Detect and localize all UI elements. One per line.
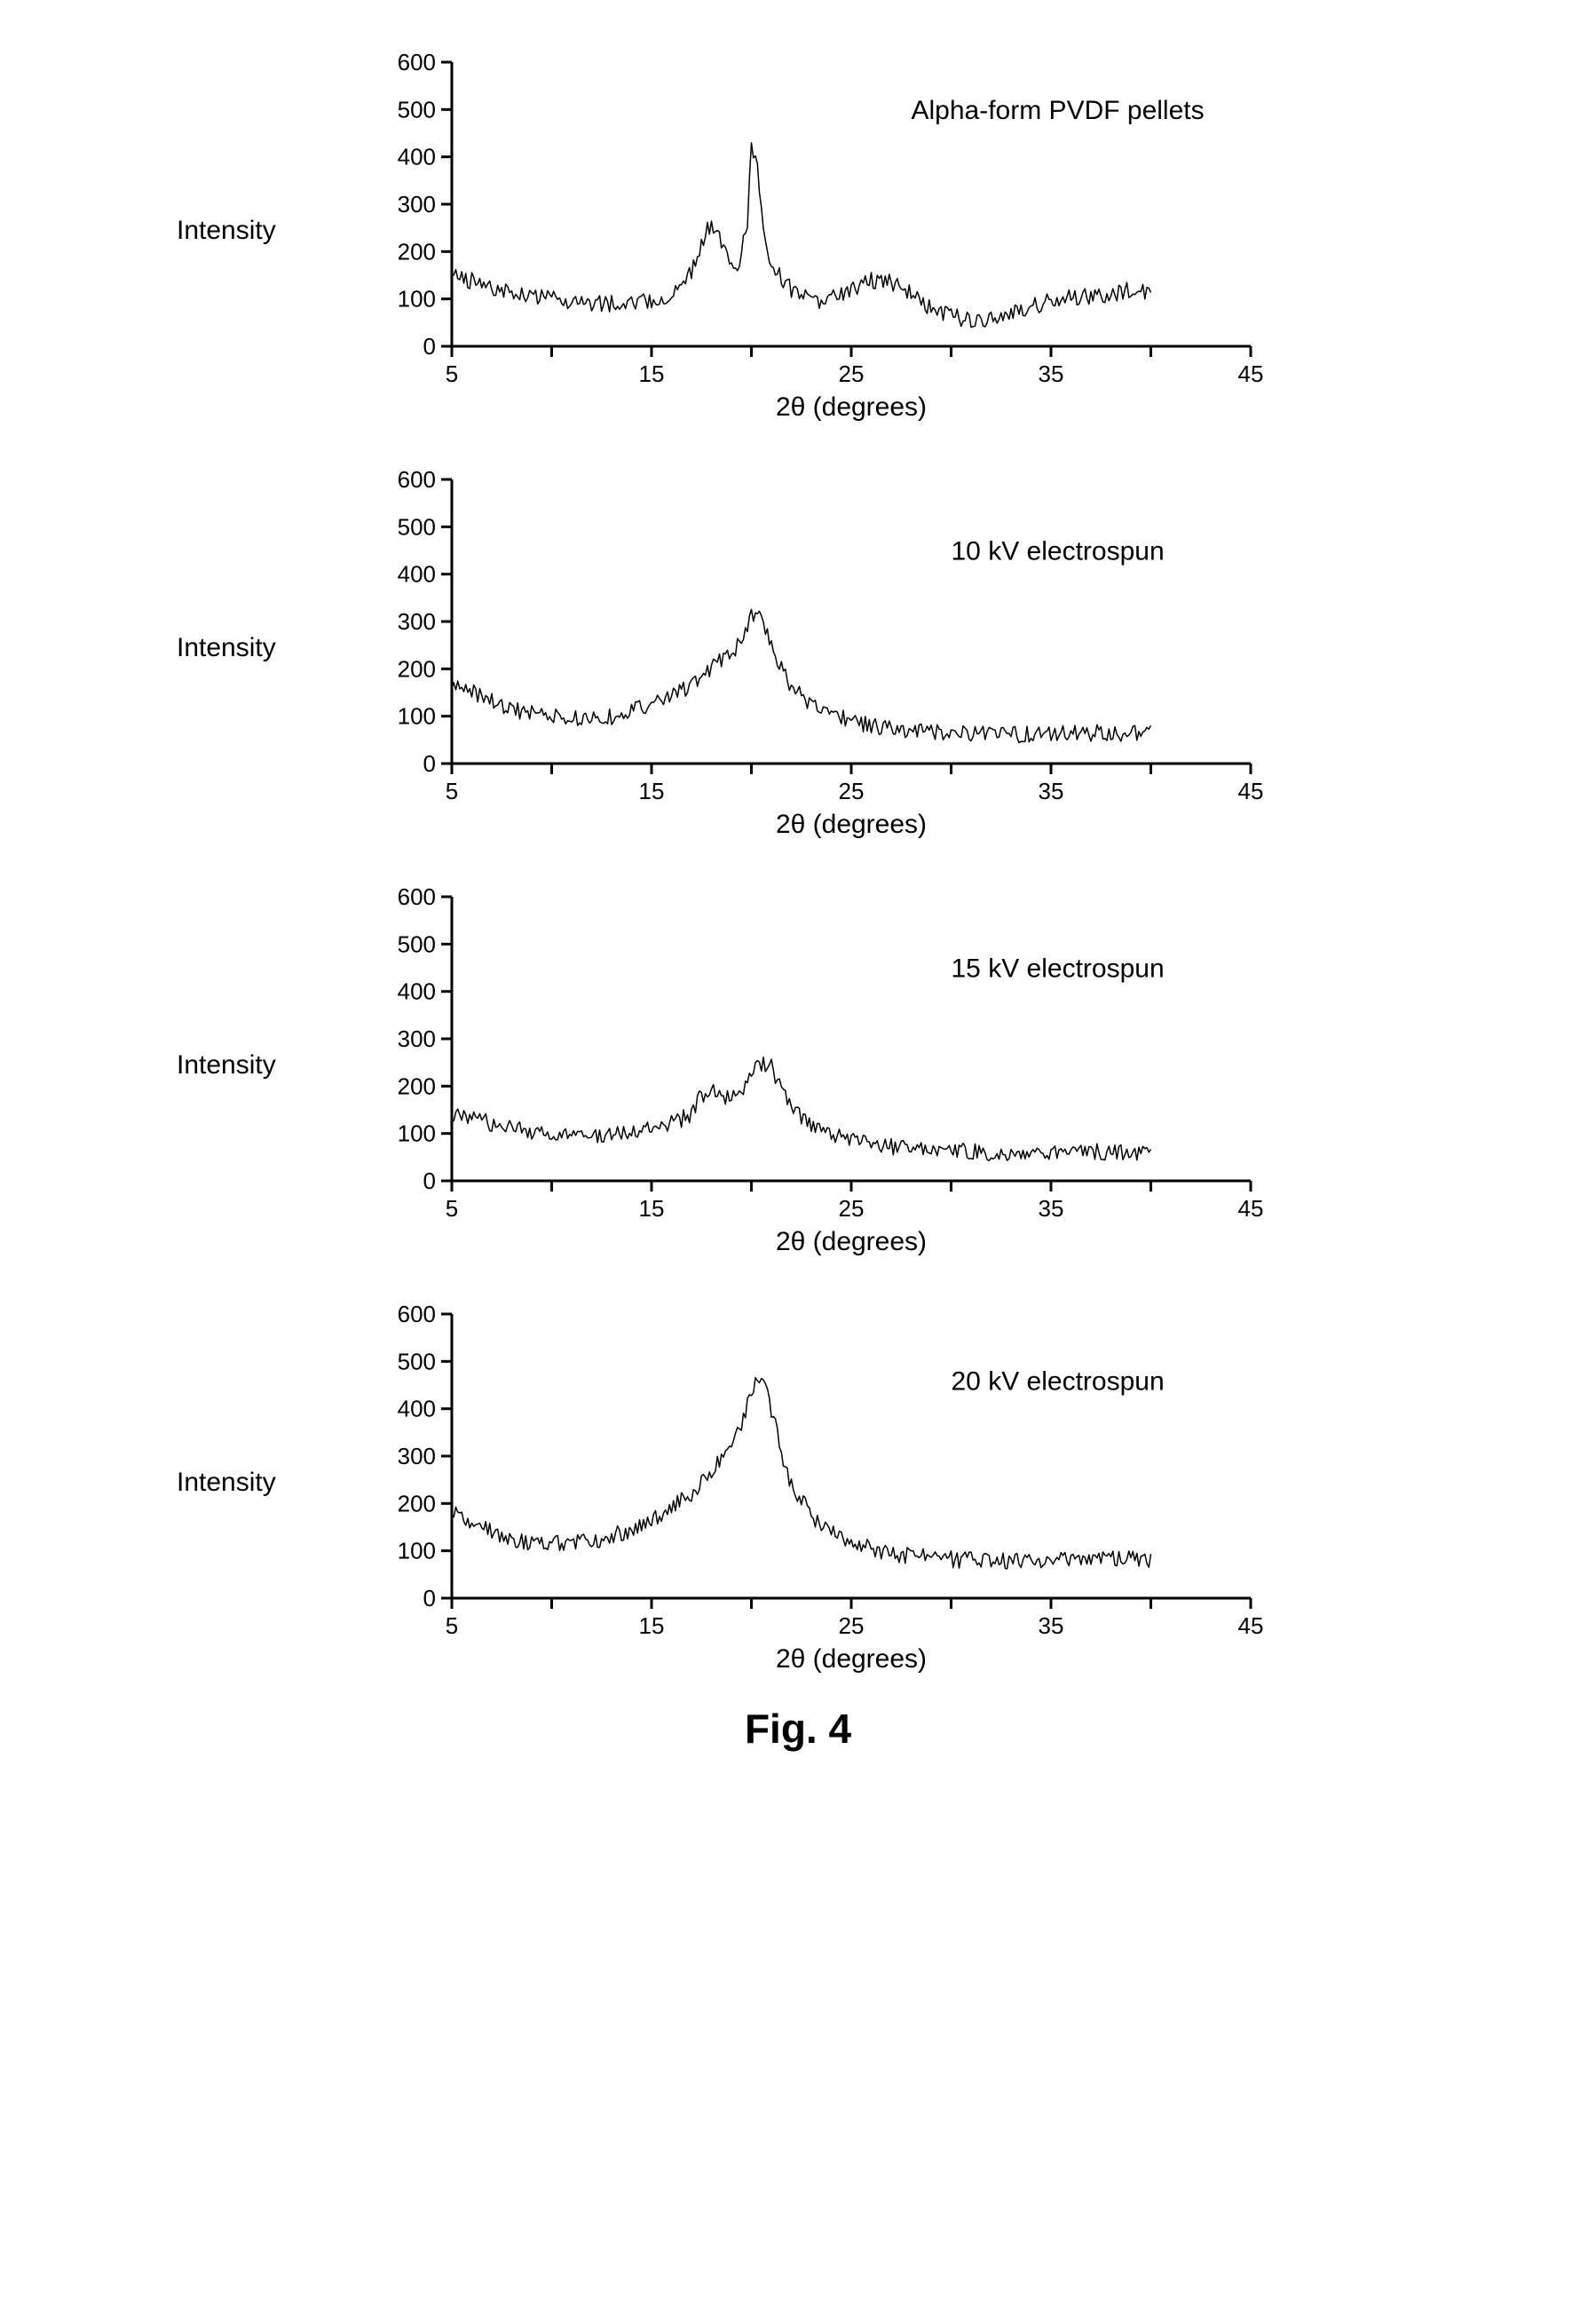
panel-annotation: 20 kV electrospun (952, 1366, 1165, 1396)
panel-row: Intensity 0 100 200 300 400 500 600 5 15 25 35 45 2θ … (177, 870, 1419, 1261)
y-tick-label: 0 (423, 750, 436, 777)
y-tick-label: 400 (398, 144, 436, 170)
xrd-trace (452, 143, 1151, 328)
chart-wrap: 0 100 200 300 400 500 600 5 15 25 35 45 2θ (degrees)… (354, 453, 1419, 843)
x-tick-label: 25 (839, 778, 865, 804)
y-tick-label: 500 (398, 930, 436, 957)
panel-annotation: Alpha-form PVDF pellets (912, 96, 1205, 125)
x-tick-label: 15 (639, 1195, 665, 1222)
xrd-chart: 0 100 200 300 400 500 600 5 15 25 35 45 2θ (degrees)… (354, 1287, 1286, 1678)
x-tick-label: 25 (839, 360, 865, 387)
xrd-chart: 0 100 200 300 400 500 600 5 15 25 35 45 2θ (degrees)… (354, 36, 1286, 426)
y-axis-label-container: Intensity (177, 1050, 354, 1081)
y-tick-label: 500 (398, 1348, 436, 1374)
y-tick-label: 600 (398, 49, 436, 75)
x-tick-label: 15 (639, 1612, 665, 1639)
x-tick-label: 5 (446, 360, 458, 387)
y-tick-label: 600 (398, 466, 436, 493)
panel-row: Intensity 0 100 200 300 400 500 600 5 15 25 35 45 2θ … (177, 453, 1419, 843)
x-tick-label: 5 (446, 1195, 458, 1222)
y-tick-label: 200 (398, 1073, 436, 1099)
y-tick-label: 100 (398, 1120, 436, 1147)
y-axis-label: Intensity (177, 633, 336, 663)
x-tick-label: 45 (1238, 1195, 1264, 1222)
y-tick-label: 100 (398, 286, 436, 313)
x-tick-label: 45 (1238, 1612, 1264, 1639)
x-tick-label: 15 (639, 360, 665, 387)
y-axis-label: Intensity (177, 1050, 336, 1081)
y-tick-label: 600 (398, 1301, 436, 1327)
y-axis-label: Intensity (177, 1468, 336, 1498)
y-tick-label: 100 (398, 703, 436, 730)
y-tick-label: 300 (398, 1025, 436, 1052)
xrd-trace (452, 609, 1151, 742)
x-axis-label: 2θ (degrees) (776, 1227, 927, 1256)
panel-row: Intensity 0 100 200 300 400 500 600 5 15 25 35 45 2θ … (177, 1287, 1419, 1678)
x-tick-label: 25 (839, 1195, 865, 1222)
y-tick-label: 400 (398, 561, 436, 588)
panels-host: Intensity01002003004005006005152535452θ … (177, 36, 1419, 1678)
y-tick-label: 200 (398, 655, 436, 682)
chart-wrap: 0 100 200 300 400 500 600 5 15 25 35 45 2θ (degrees)… (354, 36, 1419, 426)
x-axis-label: 2θ (degrees) (776, 1644, 927, 1674)
y-tick-label: 500 (398, 513, 436, 540)
x-tick-label: 5 (446, 778, 458, 804)
panel-row: Intensity 0 100 200 300 400 500 600 5 15 25 35 45 2θ … (177, 36, 1419, 426)
x-tick-label: 25 (839, 1612, 865, 1639)
y-tick-label: 0 (423, 1168, 436, 1194)
y-axis-label: Intensity (177, 216, 336, 246)
y-tick-label: 200 (398, 238, 436, 265)
x-tick-label: 45 (1238, 360, 1264, 387)
xrd-trace (452, 1378, 1151, 1569)
x-tick-label: 35 (1039, 778, 1064, 804)
y-axis-label-container: Intensity (177, 216, 354, 246)
y-tick-label: 0 (423, 1585, 436, 1611)
panel-annotation: 15 kV electrospun (952, 954, 1165, 984)
panel-annotation: 10 kV electrospun (952, 537, 1165, 566)
x-tick-label: 45 (1238, 778, 1264, 804)
x-tick-label: 35 (1039, 360, 1064, 387)
y-tick-label: 300 (398, 608, 436, 635)
y-axis-label-container: Intensity (177, 1468, 354, 1498)
chart-wrap: 0 100 200 300 400 500 600 5 15 25 35 45 2θ (degrees)… (354, 870, 1419, 1261)
y-tick-label: 0 (423, 333, 436, 360)
y-tick-label: 300 (398, 1443, 436, 1469)
x-tick-label: 35 (1039, 1612, 1064, 1639)
y-tick-label: 400 (398, 1396, 436, 1422)
y-tick-label: 600 (398, 883, 436, 910)
x-axis-label: 2θ (degrees) (776, 392, 927, 422)
y-tick-label: 300 (398, 191, 436, 218)
figure-caption: Fig. 4 (177, 1705, 1419, 1753)
y-tick-label: 500 (398, 96, 436, 123)
xrd-trace (452, 1057, 1151, 1161)
y-tick-label: 200 (398, 1490, 436, 1516)
x-tick-label: 5 (446, 1612, 458, 1639)
x-axis-label: 2θ (degrees) (776, 810, 927, 839)
y-tick-label: 100 (398, 1538, 436, 1564)
y-tick-label: 400 (398, 978, 436, 1005)
chart-wrap: 0 100 200 300 400 500 600 5 15 25 35 45 2θ (degrees)… (354, 1287, 1419, 1678)
x-tick-label: 15 (639, 778, 665, 804)
xrd-chart: 0 100 200 300 400 500 600 5 15 25 35 45 2θ (degrees)… (354, 453, 1286, 843)
y-axis-label-container: Intensity (177, 633, 354, 663)
x-tick-label: 35 (1039, 1195, 1064, 1222)
figure-container: Intensity01002003004005006005152535452θ … (177, 36, 1419, 1753)
xrd-chart: 0 100 200 300 400 500 600 5 15 25 35 45 2θ (degrees)… (354, 870, 1286, 1261)
